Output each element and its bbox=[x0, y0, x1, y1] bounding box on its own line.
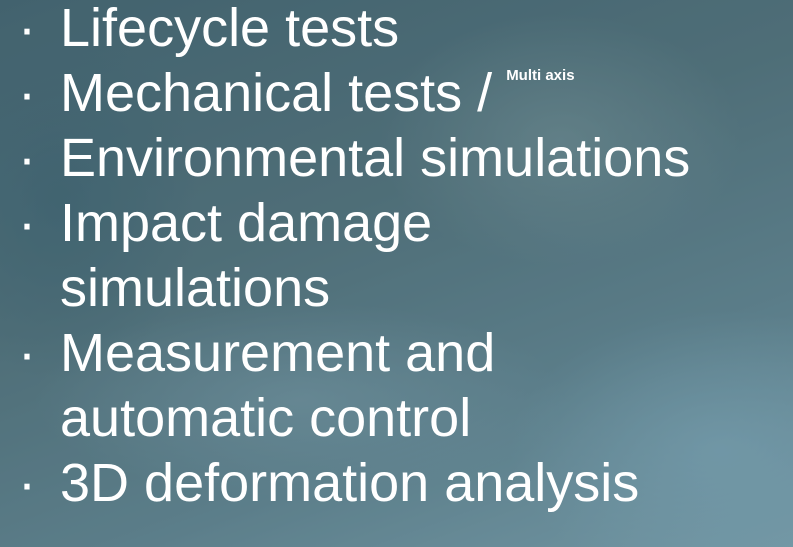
item-text: Mechanical tests / Multi axis bbox=[60, 61, 575, 126]
item-line: Mechanical tests / bbox=[60, 63, 492, 123]
list-row: · Lifecycle tests bbox=[0, 0, 793, 61]
list-row: · Impact damage bbox=[0, 191, 793, 256]
list-row: · 3D deformation analysis bbox=[0, 451, 793, 516]
item-text: 3D deformation analysis bbox=[60, 451, 639, 516]
list-row: · Environmental simulations bbox=[0, 126, 793, 191]
item-text: Measurement and bbox=[60, 321, 495, 386]
bullet: · bbox=[18, 0, 36, 61]
list-row: · Mechanical tests / Multi axis bbox=[0, 61, 793, 126]
list-row: automatic control bbox=[0, 386, 793, 451]
item-text: simulations bbox=[60, 256, 330, 321]
item-line: Lifecycle tests bbox=[60, 0, 399, 58]
bullet: · bbox=[18, 191, 36, 256]
item-note: Multi axis bbox=[506, 67, 574, 84]
feature-list: · Lifecycle tests · Mechanical tests / Multi… bbox=[0, 0, 793, 516]
item-line: Impact damage bbox=[60, 193, 432, 253]
item-line: Measurement and bbox=[60, 323, 495, 383]
item-line: Environmental simulations bbox=[60, 128, 690, 188]
list-row: simulations bbox=[0, 256, 793, 321]
item-line: simulations bbox=[60, 258, 330, 318]
bullet: · bbox=[18, 321, 36, 386]
item-text: Impact damage bbox=[60, 191, 432, 256]
item-text: automatic control bbox=[60, 386, 471, 451]
bullet: · bbox=[18, 61, 36, 126]
bullet: · bbox=[18, 126, 36, 191]
item-text: Environmental simulations bbox=[60, 126, 690, 191]
list-row: · Measurement and bbox=[0, 321, 793, 386]
bullet: · bbox=[18, 451, 36, 516]
item-text: Lifecycle tests bbox=[60, 0, 399, 61]
banner: · Lifecycle tests · Mechanical tests / Multi… bbox=[0, 0, 793, 547]
item-line: automatic control bbox=[60, 388, 471, 448]
item-line: 3D deformation analysis bbox=[60, 453, 639, 513]
